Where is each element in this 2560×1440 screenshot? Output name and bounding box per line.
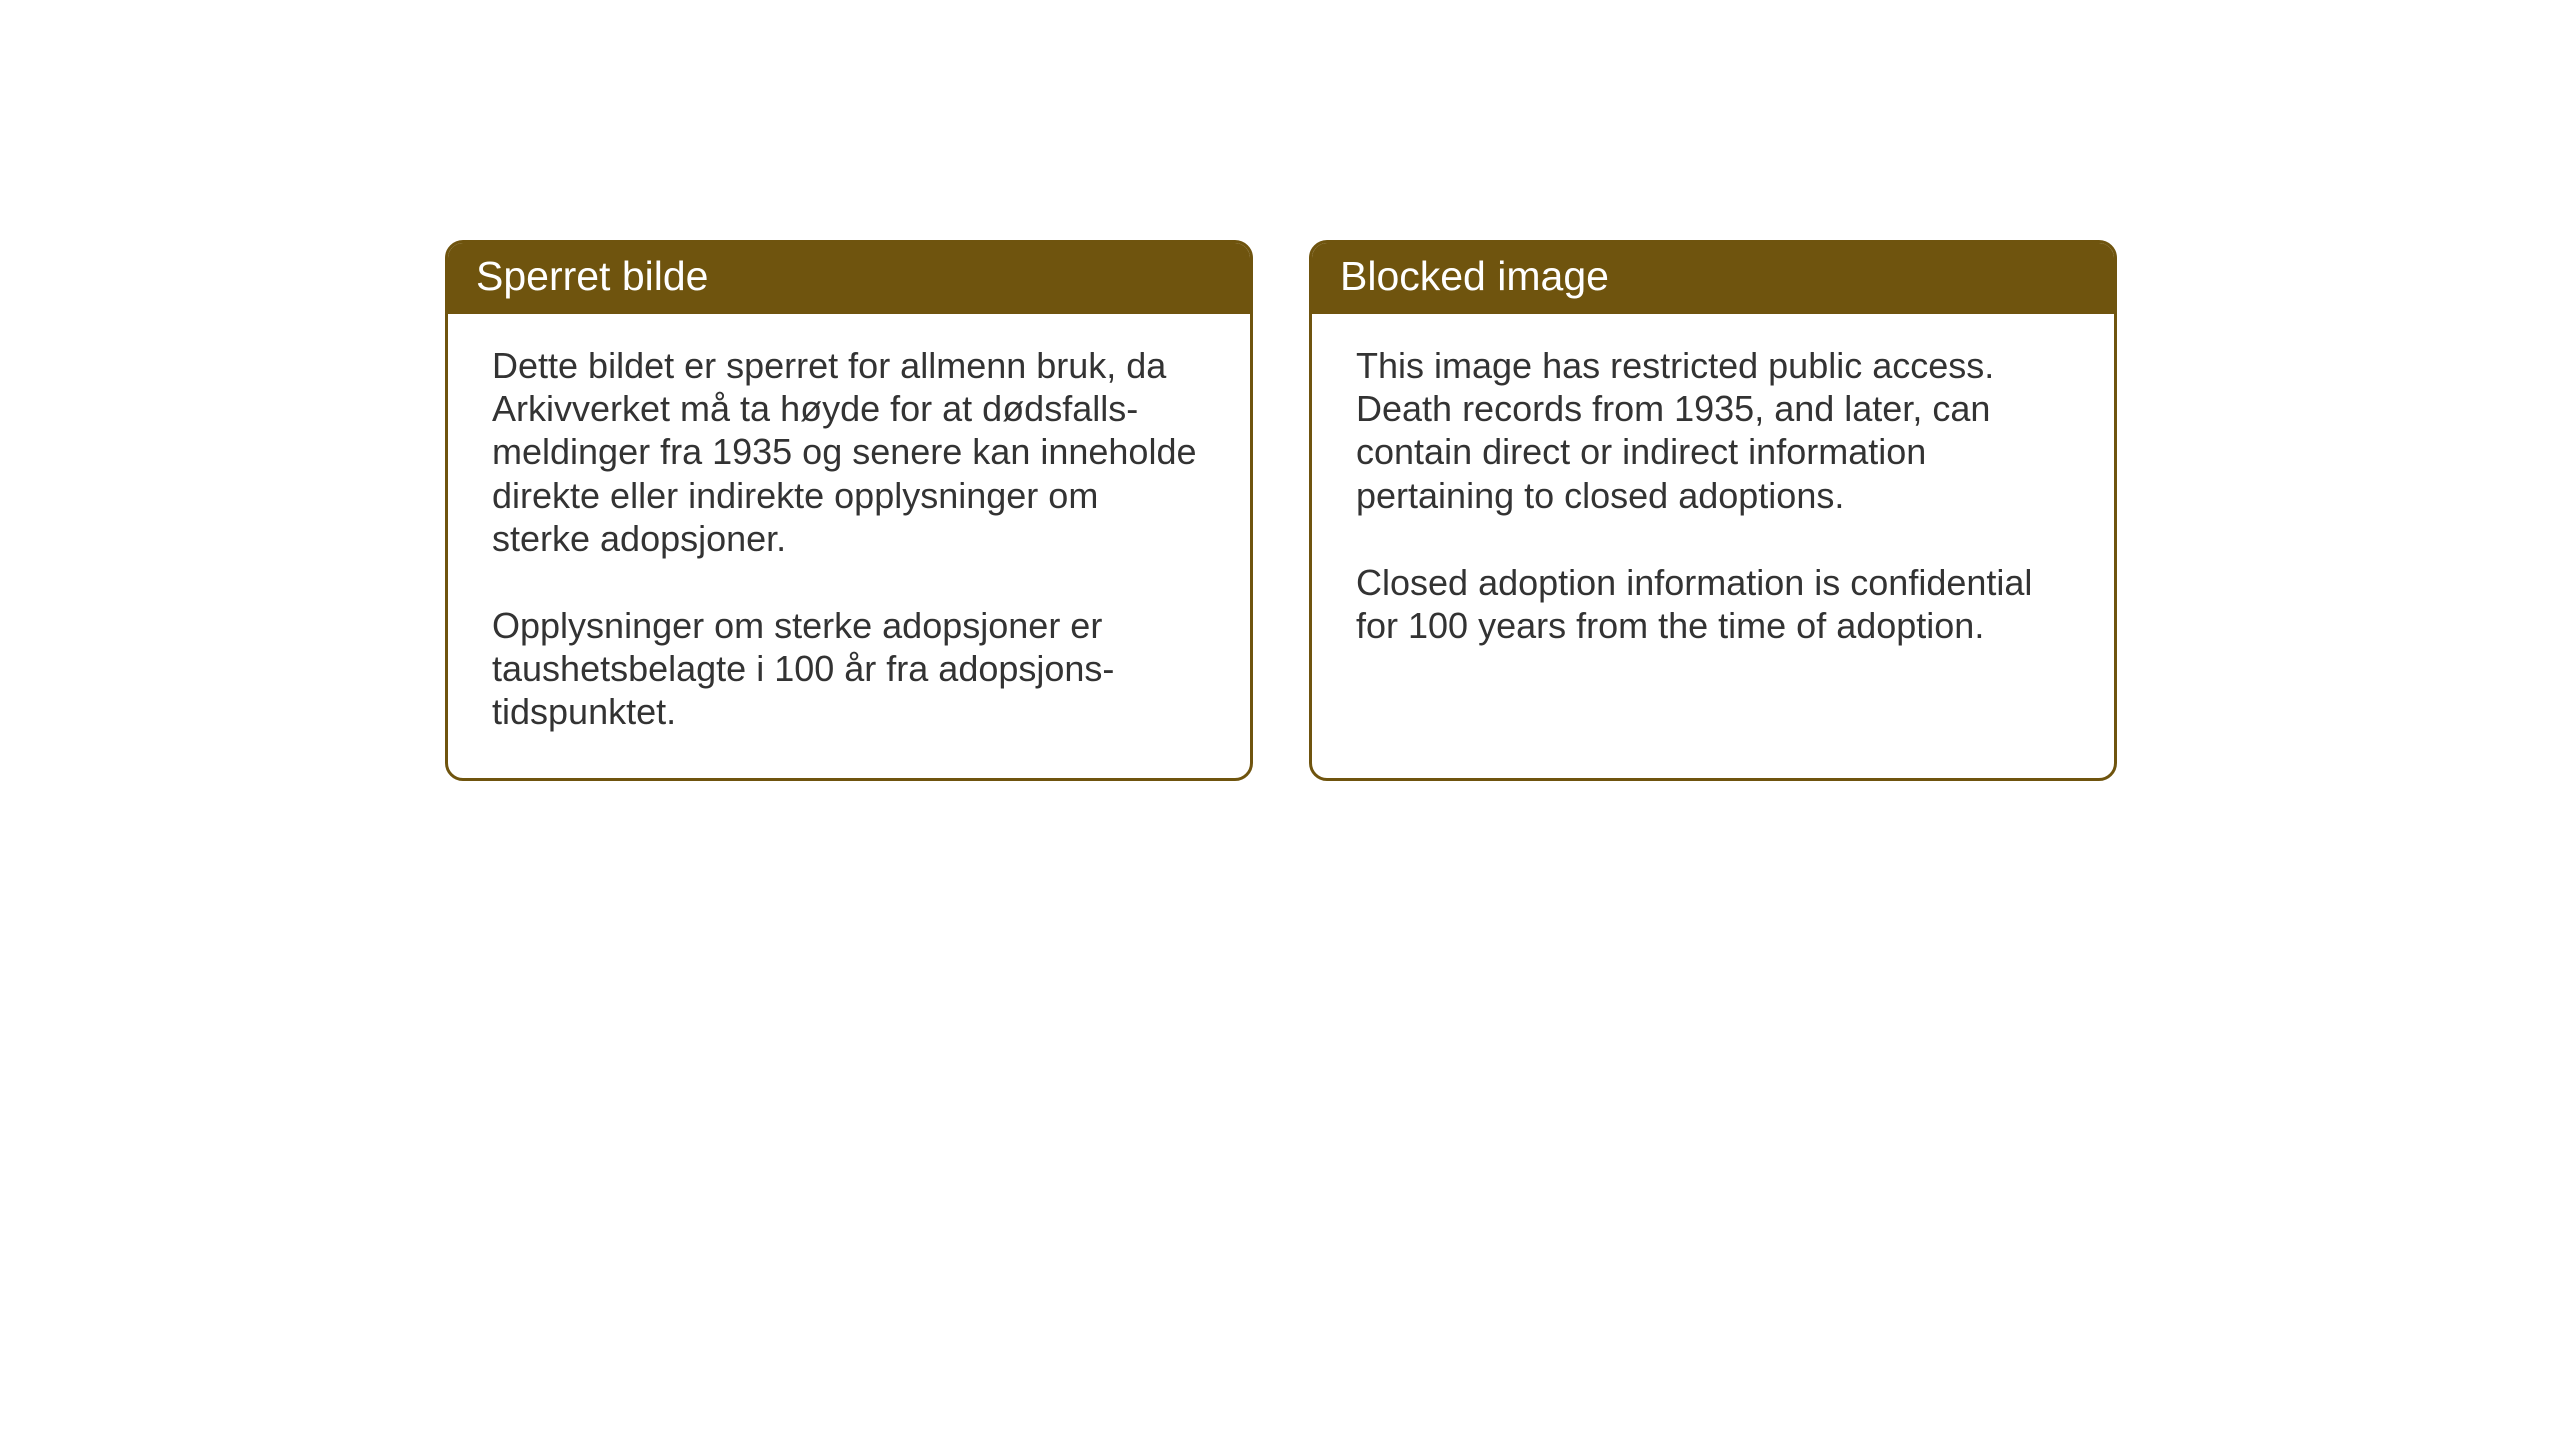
notice-card-english: Blocked image This image has restricted … xyxy=(1309,240,2117,781)
notice-body-norwegian: Dette bildet er sperret for allmenn bruk… xyxy=(448,314,1250,778)
notice-card-norwegian: Sperret bilde Dette bildet er sperret fo… xyxy=(445,240,1253,781)
notice-body-english: This image has restricted public access.… xyxy=(1312,314,2114,691)
notice-header-norwegian: Sperret bilde xyxy=(448,243,1250,314)
notice-paragraph: Dette bildet er sperret for allmenn bruk… xyxy=(492,344,1206,560)
notice-paragraph: Closed adoption information is confident… xyxy=(1356,561,2070,647)
notice-header-english: Blocked image xyxy=(1312,243,2114,314)
notice-container: Sperret bilde Dette bildet er sperret fo… xyxy=(445,240,2117,781)
notice-paragraph: Opplysninger om sterke adopsjoner er tau… xyxy=(492,604,1206,734)
notice-paragraph: This image has restricted public access.… xyxy=(1356,344,2070,517)
